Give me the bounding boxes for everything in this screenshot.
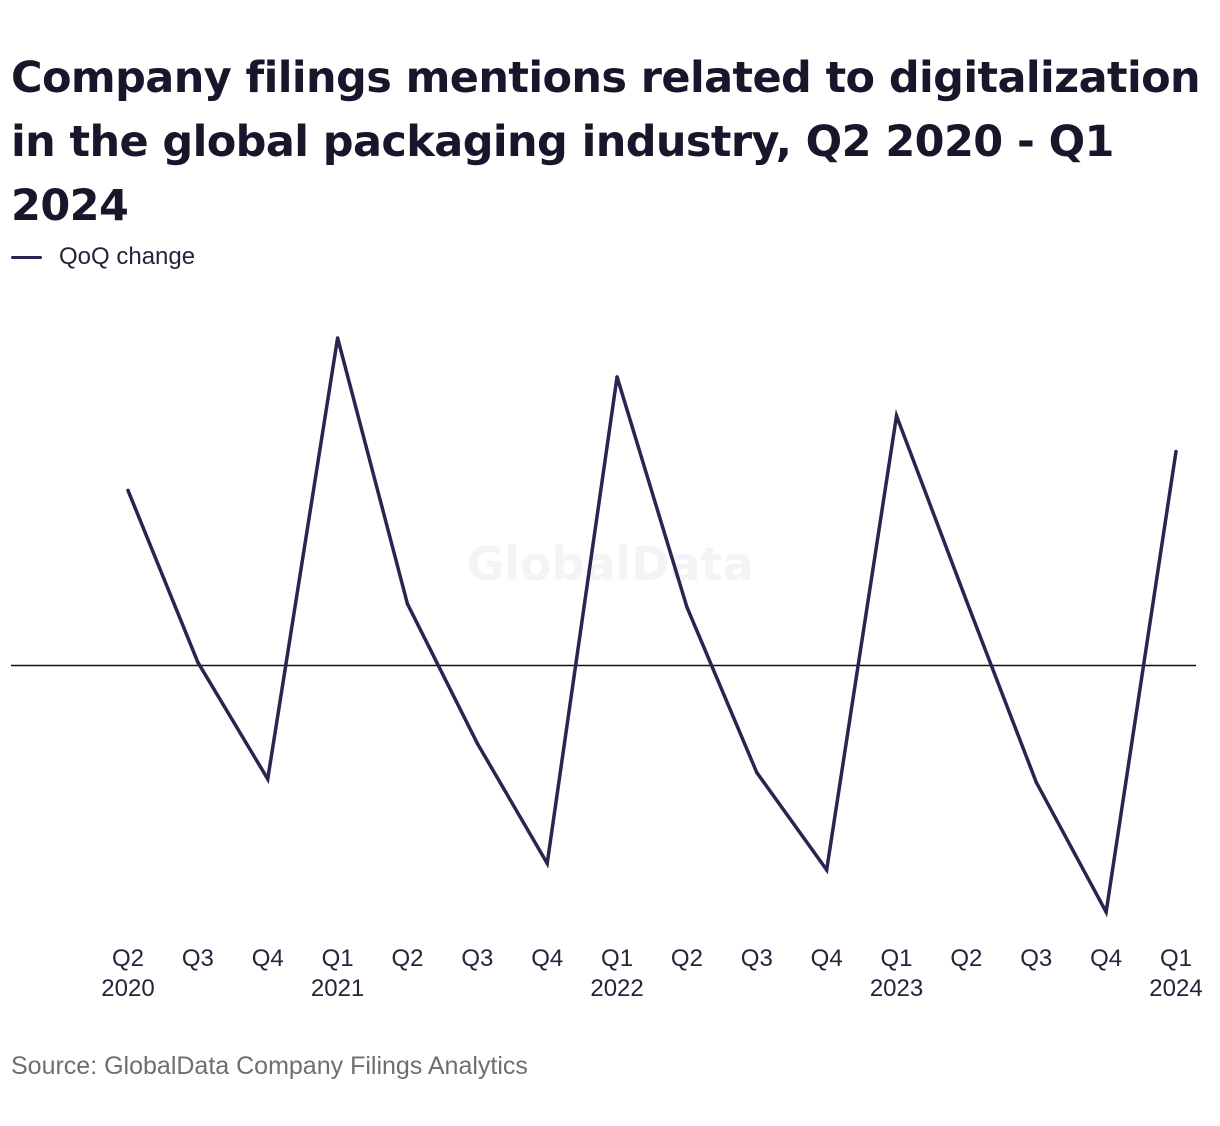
data-point <box>824 868 829 872</box>
x-tick-label: Q1 <box>881 945 913 972</box>
x-tick-label: Q3 <box>741 945 773 972</box>
data-point <box>1104 910 1108 914</box>
legend-swatch <box>11 255 42 259</box>
data-points <box>126 336 1178 914</box>
series-line-qoq-change <box>126 337 1178 918</box>
x-tick-label: Q2 <box>112 945 144 972</box>
data-point <box>545 861 549 866</box>
data-point <box>335 336 340 340</box>
x-tick-label: Q1 <box>322 945 354 972</box>
x-tick-year-label: 2021 <box>311 975 364 1002</box>
x-tick-label: Q1 <box>1160 945 1192 972</box>
data-point <box>964 598 969 603</box>
data-point <box>755 770 759 775</box>
x-tick-label: Q4 <box>531 945 563 972</box>
x-tick-label: Q4 <box>811 945 843 972</box>
data-point <box>126 488 130 493</box>
x-tick-label: Q1 <box>601 945 633 972</box>
data-point <box>894 414 899 418</box>
watermark: GlobalData <box>466 537 753 591</box>
x-tick-year-label: 2022 <box>590 975 643 1002</box>
x-tick-label: Q2 <box>671 945 703 972</box>
data-point <box>405 602 410 606</box>
x-tick-label: Q4 <box>252 945 284 972</box>
x-axis: Q2 2020 Q3 Q4 Q1 2021 Q2 Q3 Q4 Q1 2022 Q2 Q3 Q4 Q1 2023… <box>101 945 1202 1002</box>
x-tick-label: Q3 <box>461 945 493 972</box>
x-tick-label: Q3 <box>1020 945 1052 972</box>
data-point <box>1174 449 1178 454</box>
data-point <box>615 375 619 379</box>
legend: QoQ change <box>11 242 195 272</box>
x-tick-year-label: 2023 <box>870 975 923 1002</box>
x-tick-label: Q4 <box>1090 945 1122 972</box>
data-point <box>1034 780 1039 785</box>
data-point <box>685 605 689 609</box>
x-tick-label: Q2 <box>950 945 982 972</box>
data-point <box>265 777 270 781</box>
x-tick-year-label: 2020 <box>101 975 154 1002</box>
data-point <box>196 660 200 665</box>
x-tick-year-label: 2024 <box>1149 975 1202 1002</box>
legend-label: QoQ change <box>59 243 196 270</box>
source-note: Source: GlobalData Company Filings Analy… <box>11 1052 528 1080</box>
chart-title: Company filings mentions related to digi… <box>11 53 1201 231</box>
x-tick-label: Q2 <box>391 945 423 972</box>
data-point <box>475 741 480 746</box>
x-tick-label: Q3 <box>182 945 214 972</box>
